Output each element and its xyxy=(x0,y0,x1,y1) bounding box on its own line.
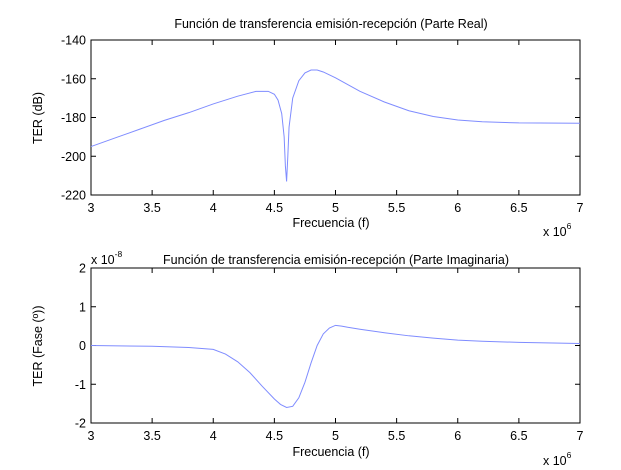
y-multiplier: x 10-8 xyxy=(91,249,122,267)
x-tick-label: 3 xyxy=(88,429,95,443)
y-multiplier-exponent: -8 xyxy=(115,249,123,259)
y-tick-label: -2 xyxy=(75,417,86,431)
x-tick-label: 6 xyxy=(454,429,461,443)
y-tick-label: -160 xyxy=(61,72,86,86)
x-tick-label: 3.5 xyxy=(143,429,160,443)
x-ticks: 3 3.5 4 4.5 5 5.5 6 6.5 7 xyxy=(88,268,584,443)
plot-real-part: Función de transferencia emisión-recepci… xyxy=(31,17,584,239)
x-tick-label: 4 xyxy=(210,201,217,215)
x-tick-label: 4.5 xyxy=(266,429,283,443)
y-tick-label: 2 xyxy=(79,262,86,276)
y-tick-label: -180 xyxy=(61,111,86,125)
y-axis-label: TER (dB) xyxy=(31,92,45,144)
x-tick-label: 5 xyxy=(332,429,339,443)
x-tick-label: 7 xyxy=(577,201,584,215)
plot-imaginary-part: x 10-8 Función de transferencia emisión-… xyxy=(31,249,584,468)
x-tick-label: 6.5 xyxy=(510,429,527,443)
x-tick-label: 4 xyxy=(210,429,217,443)
y-tick-label: -140 xyxy=(61,34,86,48)
y-axis-label: TER (Fase (º)) xyxy=(31,306,45,387)
plot-area xyxy=(90,39,581,196)
x-multiplier-exponent: 6 xyxy=(567,221,572,231)
x-multiplier-base: x 10 xyxy=(543,454,567,468)
x-multiplier-exponent: 6 xyxy=(567,450,572,460)
series-line xyxy=(90,324,581,409)
x-multiplier: x 106 xyxy=(543,450,572,468)
x-axis-label: Frecuencia (f) xyxy=(292,445,369,459)
x-tick-label: 6 xyxy=(454,201,461,215)
x-tick-label: 3.5 xyxy=(143,201,160,215)
y-tick-label: 1 xyxy=(79,300,86,314)
x-tick-label: 4.5 xyxy=(266,201,283,215)
x-multiplier-base: x 10 xyxy=(543,225,567,239)
y-multiplier-base: x 10 xyxy=(91,253,115,267)
series-line xyxy=(90,69,581,182)
x-tick-label: 7 xyxy=(577,429,584,443)
y-ticks: -140 -160 -180 -200 -220 xyxy=(61,34,580,203)
chart-title: Función de transferencia emisión-recepci… xyxy=(174,17,487,31)
plot-area xyxy=(90,267,581,424)
x-multiplier: x 106 xyxy=(543,221,572,239)
x-tick-label: 5 xyxy=(332,201,339,215)
y-tick-label: -220 xyxy=(61,189,86,203)
x-tick-label: 5.5 xyxy=(388,429,405,443)
x-tick-label: 3 xyxy=(88,201,95,215)
chart-title: Función de transferencia emisión-recepci… xyxy=(163,253,509,267)
x-ticks: 3 3.5 4 4.5 5 5.5 6 6.5 7 xyxy=(88,40,584,215)
y-tick-label: -1 xyxy=(75,378,86,392)
y-tick-label: -200 xyxy=(61,150,86,164)
y-tick-label: 0 xyxy=(79,339,86,353)
x-axis-label: Frecuencia (f) xyxy=(292,216,369,230)
x-tick-label: 5.5 xyxy=(388,201,405,215)
x-tick-label: 6.5 xyxy=(510,201,527,215)
